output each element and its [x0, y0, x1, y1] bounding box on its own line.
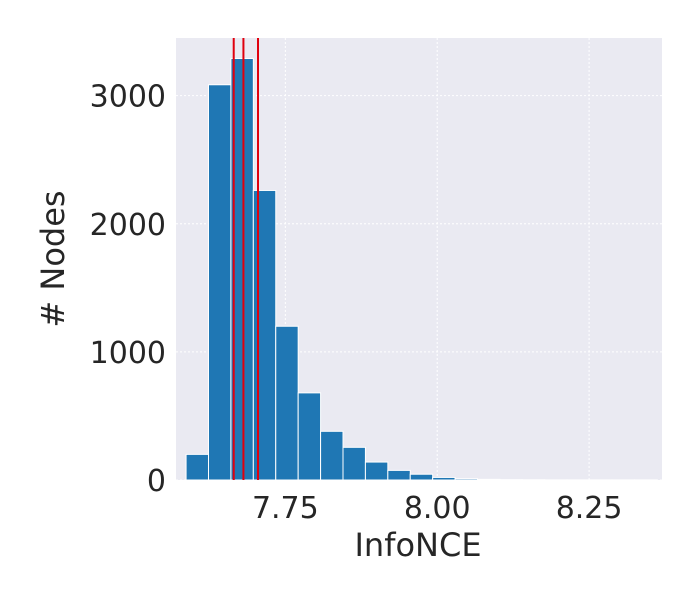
histogram-bar — [409, 473, 434, 481]
y-axis-label: # Nodes — [34, 190, 72, 327]
y-tick-label: 0 — [147, 464, 166, 499]
vertical-reference-lines — [232, 38, 260, 480]
x-tick-label: 8.25 — [556, 491, 623, 526]
histogram-bar — [454, 478, 479, 481]
histogram-bar — [342, 446, 366, 481]
histogram-bar — [477, 478, 501, 481]
histogram-bar — [275, 325, 299, 481]
x-axis-label: InfoNCE — [354, 526, 481, 564]
histogram-bar — [320, 430, 344, 481]
y-tick-label: 2000 — [90, 208, 166, 243]
x-tick-label: 8.00 — [404, 491, 471, 526]
y-tick-label: 1000 — [90, 336, 166, 371]
histogram-bar — [297, 392, 322, 481]
y-tick-labels: 0 1000 2000 3000 — [90, 80, 166, 499]
histogram-bar — [185, 453, 210, 481]
y-tick-label: 3000 — [90, 80, 166, 115]
histogram-bar — [364, 461, 389, 481]
histogram-bar — [252, 189, 277, 481]
histogram-bar — [387, 469, 411, 481]
x-tick-label: 7.75 — [252, 491, 319, 526]
histogram-bar — [432, 476, 456, 481]
x-tick-labels: 7.75 8.00 8.25 — [252, 491, 623, 526]
histogram-bar — [208, 84, 232, 481]
